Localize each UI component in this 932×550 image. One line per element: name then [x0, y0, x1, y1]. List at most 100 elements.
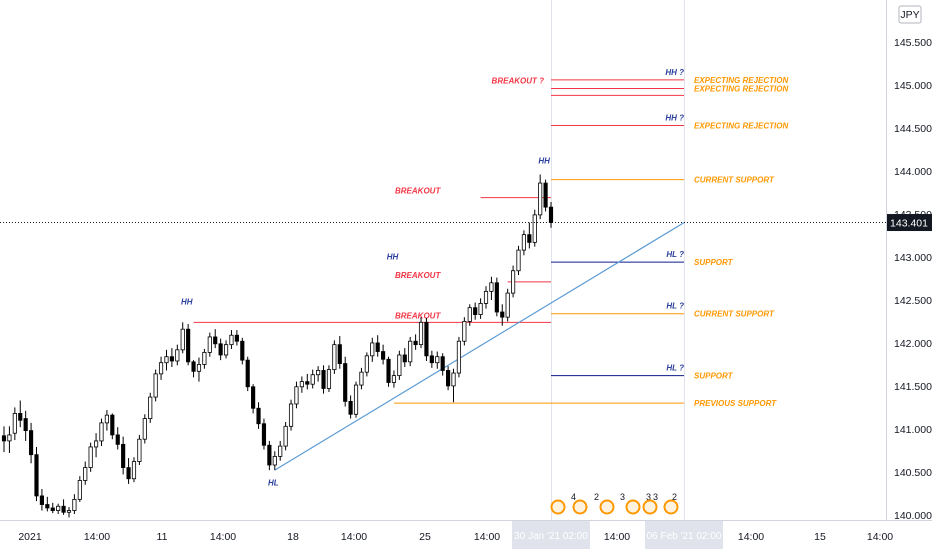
event-count: 3	[620, 492, 625, 502]
event-count: 2	[672, 492, 677, 502]
candle-body	[137, 438, 142, 462]
candle-body	[418, 321, 424, 346]
time-badge-2: 06 Feb '21 02:00	[647, 531, 722, 542]
candle-body	[34, 454, 39, 497]
candle-body	[131, 461, 137, 480]
candle-body	[256, 407, 261, 425]
candle-body	[245, 359, 250, 388]
trend-line	[274, 222, 685, 471]
economic-events[interactable]: 4 2 3 3 3 2	[550, 492, 679, 515]
pivot-labels: HH HH HH HL	[181, 156, 550, 487]
event-flag[interactable]: 3	[625, 492, 652, 515]
candle-body	[29, 430, 34, 456]
candle-body	[353, 384, 359, 415]
candle-body	[23, 418, 28, 432]
candle-body	[288, 403, 294, 427]
candle-body	[99, 422, 104, 442]
price-tick-label: 142.000	[894, 338, 932, 350]
level-note: SUPPORT	[694, 372, 734, 381]
candle-body	[521, 234, 526, 251]
candle-body	[386, 358, 391, 383]
current-price-label: 143.401	[890, 218, 928, 230]
candle-body	[467, 307, 472, 322]
candle-body	[77, 480, 82, 500]
price-tick-label: 143.000	[894, 252, 932, 264]
candle-body	[110, 414, 115, 436]
drawing-levels: BREAKOUT BREAKOUT BREAKOUT HH ? EXPECTING RE…	[193, 68, 788, 408]
candle-body	[153, 373, 158, 398]
candle-body	[483, 290, 489, 304]
event-flag[interactable]: 4	[550, 492, 577, 515]
breakout-label: BREAKOUT	[395, 187, 441, 196]
pivot-label: HH	[181, 297, 193, 306]
candle-body	[229, 334, 234, 346]
candle-body	[148, 396, 153, 419]
candle-body	[462, 321, 467, 342]
candle-body	[218, 343, 223, 356]
time-tick-label: 15	[814, 531, 826, 543]
candle-body	[196, 364, 202, 372]
candle-body	[424, 321, 429, 357]
price-tick-label: 142.500	[894, 295, 932, 307]
level-note: CURRENT SUPPORT	[694, 176, 775, 185]
time-axis[interactable]: 202114:001114:001814:002514:00Feb14:0081…	[18, 531, 893, 543]
candle-body	[391, 375, 397, 383]
event-flag[interactable]: 2	[663, 492, 679, 515]
event-count: 4	[571, 492, 576, 502]
candle-body	[332, 344, 337, 370]
time-tick-label: 14:00	[867, 531, 893, 543]
candle-body	[381, 351, 386, 360]
candle-body	[56, 505, 61, 511]
candle-body	[473, 307, 478, 315]
time-tick-label: 14:00	[604, 531, 630, 543]
candle-body	[456, 340, 462, 374]
current-price-box	[887, 214, 932, 232]
time-tick-label: 14:00	[84, 531, 110, 543]
time-tick-label: 18	[287, 531, 299, 543]
candle-body	[93, 440, 99, 448]
level-label: HL ?	[666, 302, 684, 311]
candle-body	[272, 455, 277, 466]
candle-body	[12, 413, 17, 434]
currency-badge-box[interactable]	[898, 5, 922, 24]
price-tick-label: 145.500	[894, 37, 932, 49]
candle-body	[207, 336, 212, 353]
level-label: HL ?	[666, 250, 684, 259]
candle-body	[142, 418, 147, 440]
event-flag[interactable]: 3	[599, 492, 626, 515]
level-label: BREAKOUT ?	[492, 77, 545, 86]
candle-body	[326, 369, 332, 389]
time-tick-label: 11	[157, 531, 168, 543]
candle-body	[278, 445, 283, 457]
event-flag[interactable]: 2	[572, 492, 600, 515]
event-flag[interactable]: 3	[642, 492, 659, 515]
candle-body	[72, 498, 77, 511]
time-tick-label: 14:00	[738, 531, 764, 543]
candle-body	[321, 370, 326, 389]
candle-body	[310, 374, 315, 385]
price-tick-label: 140.000	[894, 510, 932, 522]
candle-body	[169, 356, 174, 362]
price-axis[interactable]: 140.000 140.500 141.000 141.500 142.000 142.5…	[894, 37, 932, 522]
candle-body	[299, 381, 304, 388]
candle-body	[240, 340, 245, 361]
price-tick-label: 145.000	[894, 80, 932, 92]
candle-body	[316, 370, 321, 376]
price-tick-label: 140.500	[894, 467, 932, 479]
candle-body	[50, 507, 55, 511]
price-tick-label: 141.000	[894, 424, 932, 436]
candle-body	[39, 495, 44, 505]
pivot-label: HH	[387, 253, 399, 262]
candle-body	[364, 355, 369, 373]
candle-body	[413, 340, 418, 346]
candle-body	[83, 467, 88, 481]
candle-body	[1, 435, 7, 442]
candle-body	[305, 381, 310, 385]
event-count: 3	[646, 492, 651, 502]
level-label: HL ?	[666, 364, 684, 373]
candle-body	[532, 214, 537, 243]
trendline-layer	[274, 222, 685, 471]
currency-badge: JPY	[900, 9, 919, 21]
candle-body	[164, 356, 169, 364]
